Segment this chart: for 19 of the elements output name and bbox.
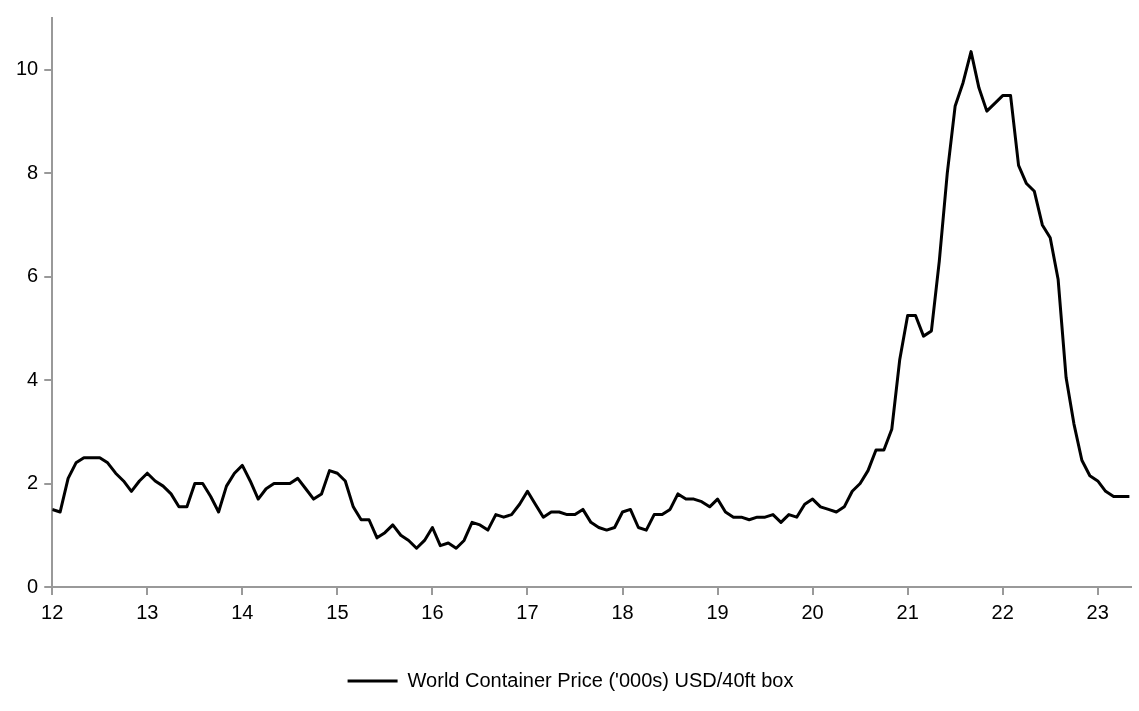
x-tick-label: 18 (611, 600, 634, 623)
x-tick-label: 15 (326, 600, 349, 623)
x-tick-label: 23 (1086, 600, 1109, 623)
legend-label: World Container Price ('000s) USD/40ft box (407, 668, 794, 691)
x-tick-label: 12 (41, 600, 64, 623)
y-tick-label: 10 (16, 57, 39, 80)
x-tick-label: 21 (896, 600, 919, 623)
x-tick-label: 17 (516, 600, 539, 623)
y-tick-label: 6 (27, 264, 39, 287)
x-tick-label: 20 (801, 600, 824, 623)
x-tick-label: 22 (991, 600, 1014, 623)
y-tick-label: 0 (27, 574, 39, 597)
y-tick-label: 4 (27, 367, 39, 390)
y-tick-label: 8 (27, 160, 39, 183)
x-tick-label: 19 (706, 600, 729, 623)
x-tick-label: 14 (231, 600, 254, 623)
x-tick-label: 13 (136, 600, 159, 623)
x-tick-label: 16 (421, 600, 444, 623)
y-tick-label: 2 (27, 471, 39, 494)
